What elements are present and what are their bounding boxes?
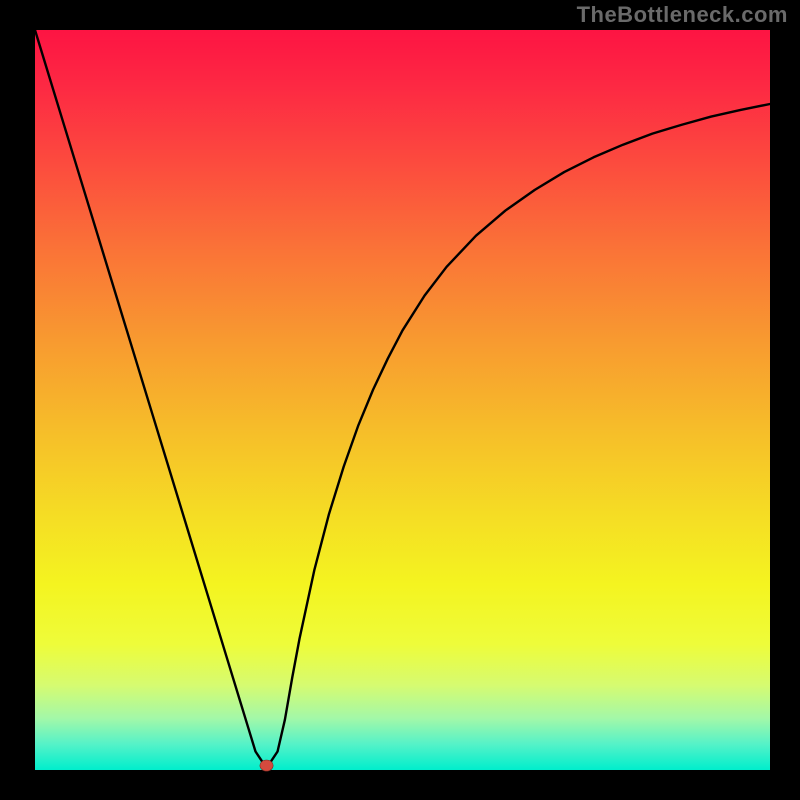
bottleneck-chart xyxy=(0,0,800,800)
figure-container: TheBottleneck.com xyxy=(0,0,800,800)
optimum-marker xyxy=(260,760,273,771)
plot-background xyxy=(35,30,770,770)
source-watermark: TheBottleneck.com xyxy=(577,2,788,28)
